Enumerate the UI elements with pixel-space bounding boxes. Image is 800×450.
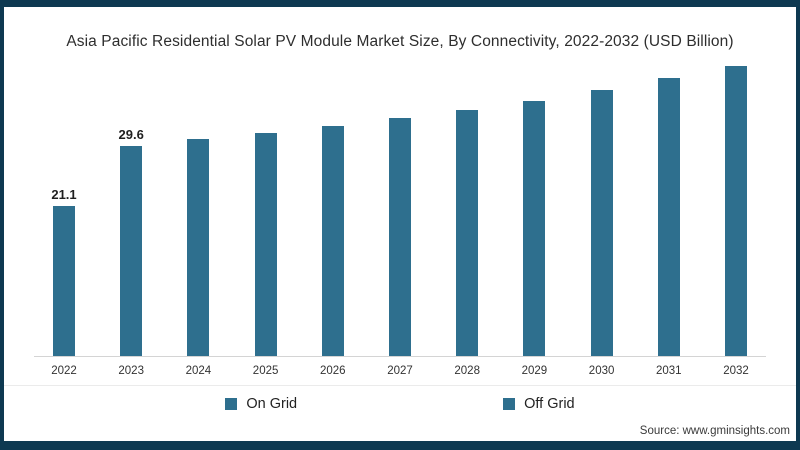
legend: On Grid Off Grid — [0, 396, 800, 412]
x-axis-label: 2028 — [454, 365, 480, 377]
bar-value-label: 29.6 — [118, 127, 144, 142]
x-axis-label: 2026 — [320, 365, 346, 377]
legend-swatch-icon — [503, 398, 516, 410]
bar-2031 — [657, 78, 680, 356]
x-axis-label: 2023 — [118, 365, 144, 377]
legend-separator — [4, 385, 796, 386]
legend-item-off-grid: Off Grid — [503, 396, 575, 412]
frame-border-top — [0, 0, 800, 7]
x-axis-label: 2022 — [51, 365, 77, 377]
x-axis-label: 2025 — [252, 365, 279, 377]
bar-2025 — [254, 133, 277, 356]
bar-value-label: 21.1 — [51, 187, 77, 202]
bar-2027 — [389, 118, 411, 356]
bar-2024 — [187, 139, 210, 356]
x-axis-label: 2027 — [387, 365, 413, 377]
bar-2023 — [120, 146, 143, 356]
x-axis-label: 2032 — [723, 365, 749, 377]
x-axis-line — [34, 356, 766, 357]
x-axis-label: 2030 — [588, 365, 615, 377]
bar-2026 — [321, 126, 344, 356]
x-axis-label: 2024 — [185, 365, 212, 377]
bar-2032 — [725, 66, 747, 356]
legend-swatch-icon — [225, 398, 238, 410]
legend-label: On Grid — [246, 396, 298, 412]
source-attribution: Source: www.gminsights.com — [639, 425, 790, 437]
chart-title: Asia Pacific Residential Solar PV Module… — [66, 33, 734, 50]
frame-border-left — [0, 0, 4, 450]
bar-2022 — [53, 206, 75, 356]
frame-border-bottom — [0, 441, 800, 450]
bar-2030 — [590, 90, 613, 356]
legend-label: Off Grid — [524, 396, 575, 412]
x-axis-label: 2029 — [521, 365, 548, 377]
x-axis-label: 2031 — [656, 365, 682, 377]
frame-border-right — [796, 0, 800, 450]
legend-item-on-grid: On Grid — [225, 396, 297, 412]
bar-2028 — [456, 110, 479, 356]
bar-2029 — [523, 101, 546, 356]
